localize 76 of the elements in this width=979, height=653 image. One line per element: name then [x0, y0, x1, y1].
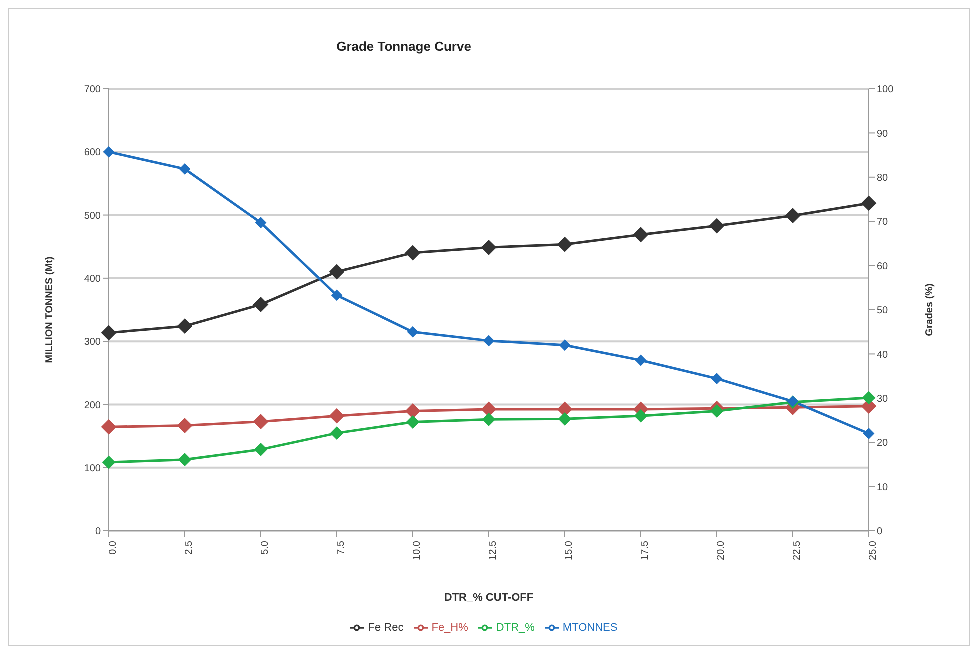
- point: [786, 208, 800, 224]
- point: [254, 297, 268, 312]
- y2-axis-title: Grades (%): [924, 284, 936, 336]
- point: [254, 443, 268, 456]
- legend-label: MTONNES: [562, 622, 618, 634]
- point: [406, 404, 420, 419]
- y-tick-label: 200: [84, 400, 102, 412]
- point: [104, 146, 114, 158]
- y-tick-label: 700: [84, 84, 102, 96]
- y-tick-label: 300: [84, 337, 102, 348]
- point: [330, 426, 344, 440]
- point: [710, 404, 724, 418]
- legend-label: Fe Rec: [368, 622, 404, 634]
- point: [560, 340, 570, 351]
- point: [180, 164, 190, 175]
- y2-tick-label: 50: [877, 306, 889, 317]
- point: [558, 237, 572, 252]
- point: [484, 335, 494, 346]
- point: [482, 240, 496, 256]
- point: [330, 264, 344, 280]
- point: [482, 402, 496, 417]
- x-tick-label: 5.0: [260, 540, 272, 555]
- point: [634, 410, 648, 423]
- point: [482, 413, 496, 426]
- legend-label: Fe_H%: [432, 622, 468, 634]
- y2-tick-label: 70: [877, 217, 889, 228]
- point: [254, 414, 268, 430]
- y2-tick-label: 40: [877, 350, 889, 361]
- point: [332, 290, 342, 301]
- y2-tick-label: 20: [877, 438, 889, 450]
- x-tick-label: 22.5: [792, 540, 804, 560]
- y-tick-label: 100: [84, 463, 102, 474]
- point: [256, 217, 266, 228]
- y-tick-label: 600: [84, 148, 102, 159]
- point: [408, 326, 418, 338]
- chart-title: Grade Tonnage Curve: [336, 39, 472, 54]
- point: [178, 318, 192, 334]
- x-tick-label: 15.0: [564, 540, 576, 560]
- x-tick-label: 17.5: [640, 540, 652, 560]
- point: [634, 227, 648, 242]
- x-tick-label: 25.0: [868, 540, 880, 560]
- point: [864, 428, 874, 440]
- point: [712, 373, 722, 384]
- x-tick-label: 7.5: [336, 540, 348, 555]
- point: [862, 391, 876, 404]
- x-tick-label: 2.5: [184, 540, 196, 555]
- point: [710, 218, 724, 234]
- y2-tick-label: 100: [877, 84, 894, 96]
- point: [178, 418, 192, 434]
- legend-label: DTR_%: [496, 622, 535, 634]
- point: [558, 402, 572, 417]
- y2-tick-label: 90: [877, 128, 889, 140]
- y-axis-title: MILLION TONNES (Mt): [44, 256, 56, 364]
- point: [102, 420, 116, 435]
- point: [102, 325, 116, 340]
- x-tick-label: 0.0: [108, 540, 120, 555]
- x-axis-title: DTR_% CUT-OFF: [444, 592, 534, 604]
- y2-tick-label: 60: [877, 261, 889, 272]
- y2-tick-label: 10: [877, 482, 889, 494]
- point: [862, 196, 876, 211]
- point: [178, 453, 192, 466]
- point: [636, 355, 646, 366]
- x-tick-label: 20.0: [716, 540, 728, 560]
- point: [406, 416, 420, 429]
- y-tick-label: 500: [84, 210, 102, 222]
- y-tick-label: 0: [95, 526, 102, 538]
- point: [558, 412, 572, 426]
- y2-tick-label: 80: [877, 172, 889, 184]
- point: [330, 408, 344, 424]
- point: [406, 245, 420, 260]
- point: [102, 456, 116, 469]
- x-tick-label: 10.0: [412, 540, 424, 560]
- y2-tick-label: 0: [877, 526, 883, 538]
- x-tick-label: 12.5: [488, 540, 500, 560]
- y-tick-label: 400: [84, 274, 102, 285]
- y2-tick-label: 30: [877, 394, 889, 405]
